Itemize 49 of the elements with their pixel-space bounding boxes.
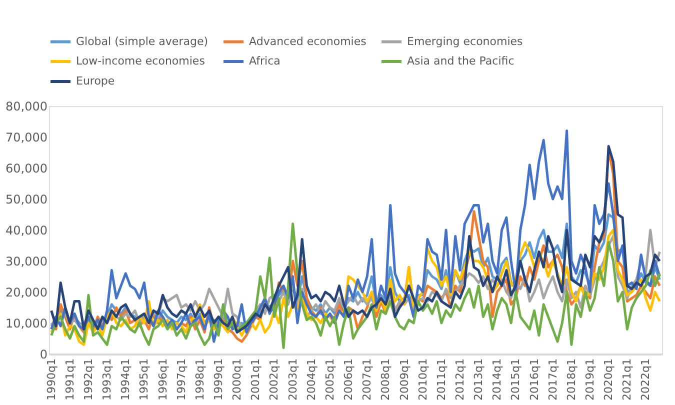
legend-label: Low-income economies	[76, 54, 206, 68]
x-tick-label: 2013q1	[472, 358, 486, 400]
x-tick-label: 2015q1	[509, 358, 522, 400]
x-tick-label: 2008q1	[379, 358, 392, 400]
x-tick-label: 1999q1	[212, 358, 226, 400]
x-tick-label: 2006q1	[342, 358, 356, 400]
x-tick-label: 2019q1	[584, 358, 597, 400]
x-tick-label: 1991q1	[63, 358, 76, 400]
y-tick-label: 60,000	[6, 162, 48, 176]
x-tick-label: 2003q1	[286, 358, 300, 400]
x-tick-label: 2004q1	[304, 358, 318, 400]
x-tick-label: 2016q1	[528, 358, 541, 400]
x-tick-label: 2000q1	[230, 358, 244, 400]
x-tick-label: 2001q1	[249, 358, 262, 400]
x-tick-label: 1995q1	[138, 358, 151, 400]
x-tick-label: 2012q1	[453, 358, 466, 400]
x-tick-label: 2022q1	[639, 358, 652, 400]
y-tick-label: 70,000	[6, 130, 48, 144]
x-tick-label: 1992q1	[82, 358, 95, 400]
x-tick-label: 1997q1	[174, 358, 188, 400]
legend-label: Africa	[249, 54, 280, 68]
y-tick-label: 0	[40, 348, 48, 362]
legend-label: Global (simple average)	[76, 34, 208, 48]
y-tick-label: 20,000	[6, 286, 48, 300]
x-tick-label: 1994q1	[119, 358, 132, 400]
x-tick-label: 2017q1	[546, 358, 560, 400]
x-tick-label: 1990q1	[44, 358, 58, 400]
x-tick-label: 2011q1	[434, 358, 448, 400]
y-tick-label: 40,000	[6, 224, 48, 238]
x-tick-label: 1993q1	[100, 358, 114, 400]
legend-label: Emerging economies	[407, 34, 524, 48]
x-tick-label: 1996q1	[156, 358, 170, 400]
x-tick-label: 2014q1	[490, 358, 504, 400]
x-tick-label: 2018q1	[564, 358, 578, 400]
y-tick-label: 30,000	[6, 254, 48, 268]
x-tick-label: 2020q1	[602, 358, 616, 400]
x-tick-label: 2010q1	[416, 358, 430, 400]
x-tick-label: 2007q1	[360, 358, 374, 400]
y-tick-label: 10,000	[6, 316, 48, 330]
y-tick-label: 50,000	[6, 192, 48, 206]
x-tick-label: 2021q1	[620, 358, 634, 400]
x-tick-label: 2002q1	[268, 358, 281, 400]
x-tick-label: 2009q1	[398, 358, 411, 400]
legend-label: Asia and the Pacific	[407, 54, 514, 68]
y-tick-label: 80,000	[6, 100, 48, 114]
x-tick-label: 1998q1	[193, 358, 206, 400]
x-tick-label: 2005q1	[323, 358, 336, 400]
legend-label: Advanced economies	[249, 34, 367, 48]
legend-label: Europe	[76, 74, 115, 88]
